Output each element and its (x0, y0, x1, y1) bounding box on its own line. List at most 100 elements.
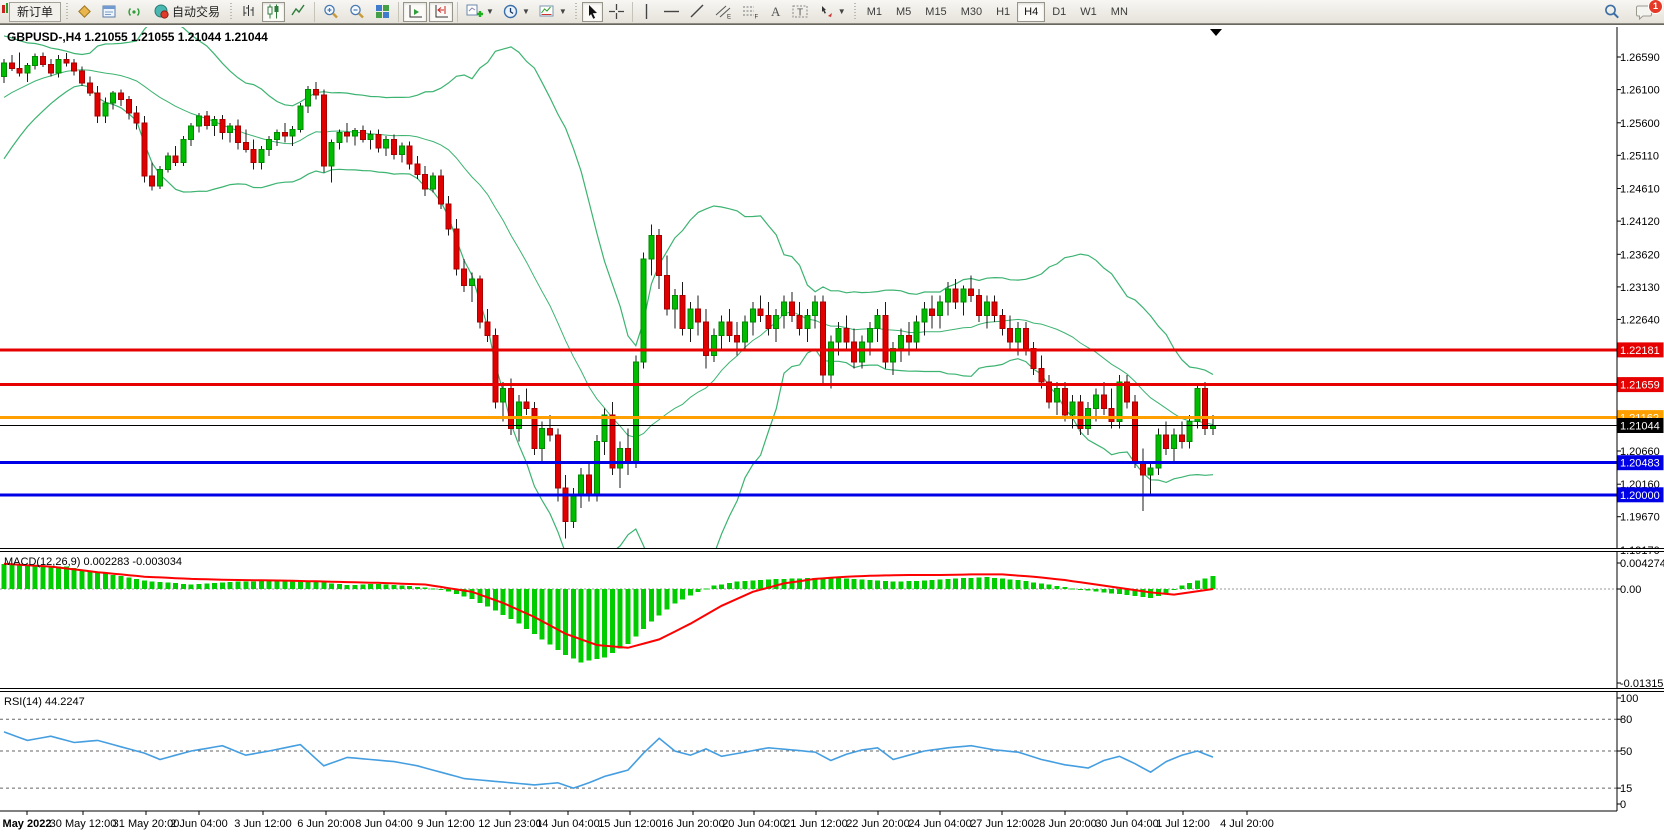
chart-mini-icon (1, 1, 8, 22)
macd-histogram (1, 563, 1216, 663)
svg-text:8 Jun 04:00: 8 Jun 04:00 (355, 818, 413, 830)
new-order-label: 新订单 (17, 5, 54, 19)
tf-m5-button[interactable]: M5 (889, 2, 918, 22)
panel-separator-rsi[interactable] (0, 688, 1664, 692)
svg-text:28 Jun 20:00: 28 Jun 20:00 (1033, 818, 1097, 830)
tf-h4-button[interactable]: H4 (1017, 1, 1046, 22)
svg-text:1.25110: 1.25110 (1620, 150, 1659, 162)
svg-text:0.004274: 0.004274 (1620, 558, 1664, 570)
new-order-button[interactable]: 新订单 (9, 1, 62, 22)
equidistant-channel-button[interactable]: E (711, 2, 736, 22)
tf-mn-button[interactable]: MN (1104, 2, 1135, 22)
trendline-icon (689, 3, 706, 20)
add-indicator-icon (465, 3, 484, 20)
zoom-in-icon (322, 3, 340, 21)
svg-text:21 Jun 12:00: 21 Jun 12:00 (784, 818, 848, 830)
search-button[interactable] (1600, 2, 1624, 22)
svg-text:15: 15 (1620, 783, 1632, 795)
crosshair-button[interactable] (605, 2, 628, 22)
profiles-icon (76, 3, 93, 20)
svg-text:100: 100 (1620, 693, 1638, 705)
tf-w1-button[interactable]: W1 (1073, 2, 1104, 22)
dropdown-caret: ▼ (837, 6, 846, 16)
auto-scroll-button[interactable] (403, 1, 428, 22)
tf-m1-button[interactable]: M1 (860, 2, 889, 22)
svg-text:1 Jul 12:00: 1 Jul 12:00 (1156, 818, 1210, 830)
vertical-line-button[interactable] (637, 2, 657, 22)
line-chart-button[interactable] (287, 2, 310, 22)
line-chart-icon (290, 3, 307, 20)
tile-windows-icon (374, 3, 391, 20)
market-watch-icon (101, 3, 118, 20)
bar-chart-icon (240, 3, 257, 20)
horizontal-line-button[interactable] (659, 2, 684, 22)
timeframe-group: M1 M5 M15 M30 H1 H4 D1 W1 MN (860, 1, 1135, 22)
dropdown-caret: ▼ (486, 6, 494, 16)
svg-text:1.22640: 1.22640 (1620, 314, 1660, 326)
svg-text:20 Jun 04:00: 20 Jun 04:00 (722, 818, 786, 830)
svg-text:1.20000: 1.20000 (1620, 490, 1660, 502)
add-indicator-button[interactable]: ▼ (462, 2, 497, 22)
zoom-out-button[interactable] (345, 2, 369, 22)
search-icon (1603, 3, 1621, 21)
svg-text:1.24120: 1.24120 (1620, 216, 1660, 228)
svg-text:1.23620: 1.23620 (1620, 249, 1660, 261)
periods-button[interactable]: ▼ (499, 2, 533, 22)
svg-text:1.20660: 1.20660 (1620, 446, 1660, 458)
tf-m15-button[interactable]: M15 (918, 2, 953, 22)
svg-text:2 Jun 04:00: 2 Jun 04:00 (170, 818, 228, 830)
fibonacci-button[interactable]: F (738, 2, 763, 22)
toolbar-separator (457, 1, 459, 22)
text-icon: A (768, 3, 783, 20)
svg-text:24 Jun 04:00: 24 Jun 04:00 (908, 818, 972, 830)
signals-button[interactable] (123, 2, 146, 22)
zoom-in-button[interactable] (319, 2, 343, 22)
chart-shift-button[interactable] (429, 1, 454, 22)
time-marker (1210, 29, 1222, 36)
vertical-line-icon (640, 3, 653, 20)
toolbar-grip (572, 2, 579, 21)
svg-text:1.26100: 1.26100 (1620, 85, 1660, 97)
trendline-button[interactable] (686, 2, 709, 22)
autotrade-icon (153, 3, 170, 20)
tf-m30-button[interactable]: M30 (954, 2, 989, 22)
autotrade-button[interactable]: 自动交易 (148, 2, 225, 22)
tile-windows-button[interactable] (371, 2, 394, 22)
arrows-icon (818, 3, 835, 20)
svg-text:May 2022: May 2022 (3, 818, 52, 830)
fibonacci-icon: F (741, 3, 760, 20)
zoom-out-icon (348, 3, 366, 21)
tf-h1-button[interactable]: H1 (989, 2, 1017, 22)
svg-text:3 Jun 12:00: 3 Jun 12:00 (234, 818, 292, 830)
svg-text:22 Jun 20:00: 22 Jun 20:00 (846, 818, 910, 830)
svg-text:31 May 20:00: 31 May 20:00 (113, 818, 180, 830)
svg-text:T: T (797, 8, 803, 19)
text-button[interactable]: A (765, 2, 786, 22)
rsi-line (3, 731, 1214, 789)
candles-layer (1, 52, 1216, 539)
notifications-button[interactable]: 1 (1632, 0, 1663, 22)
chart-canvas[interactable]: 1.26590 1.26100 1.25600 1.25110 1.24610 1.241… (0, 25, 1664, 838)
cursor-button[interactable] (581, 1, 603, 22)
svg-text:14 Jun 04:00: 14 Jun 04:00 (536, 818, 600, 830)
candlestick-chart-button[interactable] (262, 1, 286, 22)
market-watch-button[interactable] (98, 2, 121, 22)
chart-window: 1.26590 1.26100 1.25600 1.25110 1.24610 1.241… (0, 24, 1664, 832)
arrows-button[interactable]: ▼ (815, 2, 849, 22)
profiles-button[interactable] (73, 2, 96, 22)
panel-separator-macd[interactable] (0, 548, 1664, 552)
svg-text:50: 50 (1620, 746, 1632, 758)
text-label-icon: T (791, 3, 810, 20)
svg-text:A: A (771, 4, 781, 19)
svg-text:4 Jul 20:00: 4 Jul 20:00 (1220, 818, 1274, 830)
svg-text:-0.013153: -0.013153 (1620, 678, 1664, 690)
svg-text:80: 80 (1620, 714, 1632, 726)
svg-text:30 May 12:00: 30 May 12:00 (50, 818, 117, 830)
tf-d1-button[interactable]: D1 (1045, 2, 1073, 22)
text-label-button[interactable]: T (788, 2, 813, 22)
svg-text:1.24610: 1.24610 (1620, 184, 1660, 196)
bar-chart-button[interactable] (237, 2, 260, 22)
crosshair-icon (608, 3, 625, 20)
svg-text:1.23130: 1.23130 (1620, 282, 1660, 294)
templates-button[interactable]: ▼ (535, 2, 570, 22)
